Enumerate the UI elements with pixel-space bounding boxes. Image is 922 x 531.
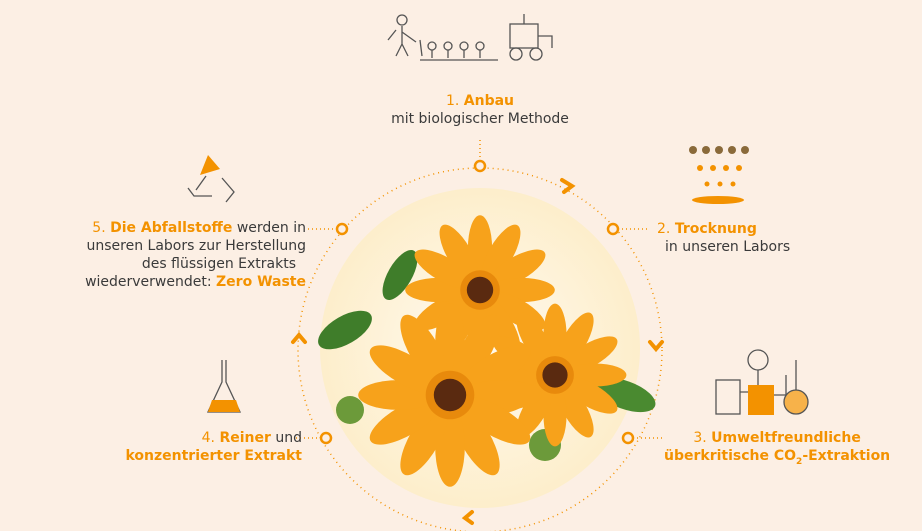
- step-text: in unseren Labors: [657, 238, 790, 256]
- icon-farming: [388, 14, 552, 60]
- icon-drying: [689, 146, 749, 204]
- step-3: 3. Umweltfreundliche überkritische CO2-E…: [664, 429, 890, 471]
- step-text: des flüssigen Extrakts: [85, 255, 306, 273]
- step-title: Die Abfallstoffe: [110, 220, 232, 236]
- icon-recycle: [188, 155, 234, 202]
- icon-flask: [208, 360, 240, 412]
- step-2: 2. Trocknung in unseren Labors: [657, 220, 790, 256]
- step-1: 1. Anbau mit biologischer Methode: [360, 92, 600, 128]
- step-text: werden in: [237, 220, 306, 236]
- step-text: mit biologischer Methode: [360, 110, 600, 128]
- step-5: 5. Die Abfallstoffe werden in unseren La…: [85, 219, 306, 291]
- step-number: 5.: [92, 220, 105, 236]
- step-title: Reiner: [219, 430, 270, 446]
- step-number: 1.: [446, 93, 459, 109]
- step-title: Umweltfreundliche: [711, 430, 861, 446]
- icon-lab: [716, 350, 808, 415]
- step-highlight: Zero Waste: [216, 274, 306, 290]
- step-text: unseren Labors zur Herstellung: [85, 237, 306, 255]
- step-4: 4. Reiner und konzentrierter Extrakt: [125, 429, 302, 465]
- step-title: Anbau: [464, 93, 514, 109]
- step-title: Trocknung: [675, 221, 757, 237]
- step-number: 3.: [693, 430, 706, 446]
- step-number: 2.: [657, 221, 670, 237]
- page: 1. Anbau mit biologischer Methode 2. Tro…: [0, 0, 922, 531]
- step-text: wiederverwendet:: [85, 274, 212, 290]
- step-text: und: [275, 430, 302, 446]
- step-title: überkritische CO: [664, 448, 796, 464]
- step-title: konzentrierter Extrakt: [125, 447, 302, 465]
- step-title: -Extraktion: [802, 448, 890, 464]
- step-number: 4.: [202, 430, 215, 446]
